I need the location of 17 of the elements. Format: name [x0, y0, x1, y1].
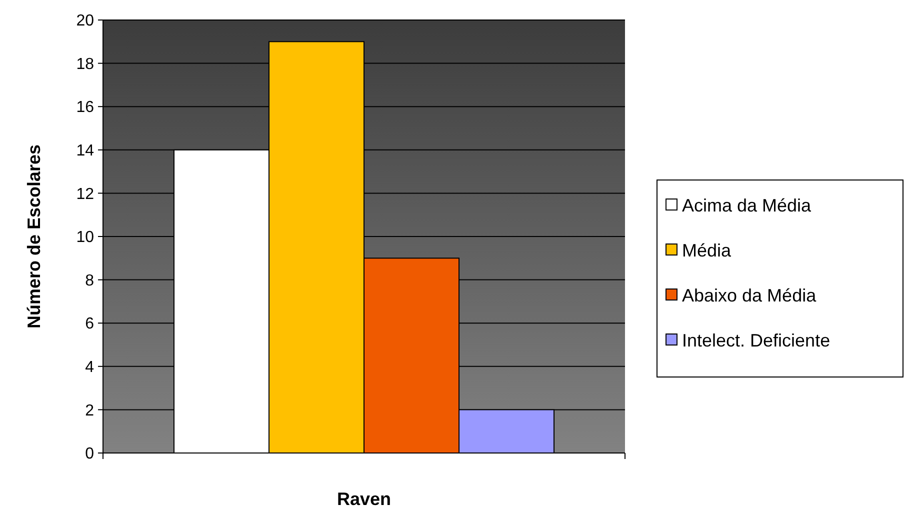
legend-label: Intelect. Deficiente — [682, 330, 830, 350]
y-tick-label: 10 — [76, 229, 94, 246]
legend-label: Média — [682, 240, 732, 260]
y-tick-label: 6 — [85, 316, 94, 333]
legend-label: Abaixo da Média — [682, 285, 818, 306]
y-tick-label: 12 — [76, 186, 94, 203]
y-tick-label: 16 — [76, 99, 94, 116]
y-tick-label: 8 — [85, 272, 94, 290]
y-axis-title: Número de Escolares — [24, 144, 44, 329]
y-tick-label: 14 — [76, 142, 94, 160]
y-tick-label: 2 — [85, 402, 94, 420]
y-tick-label: 0 — [85, 446, 94, 463]
y-tick-label: 4 — [85, 359, 94, 376]
y-tick-label: 20 — [76, 12, 94, 30]
y-tick-label: 18 — [76, 56, 94, 73]
legend-label: Acima da Média — [682, 195, 812, 216]
x-axis-title: Raven — [336, 489, 392, 509]
